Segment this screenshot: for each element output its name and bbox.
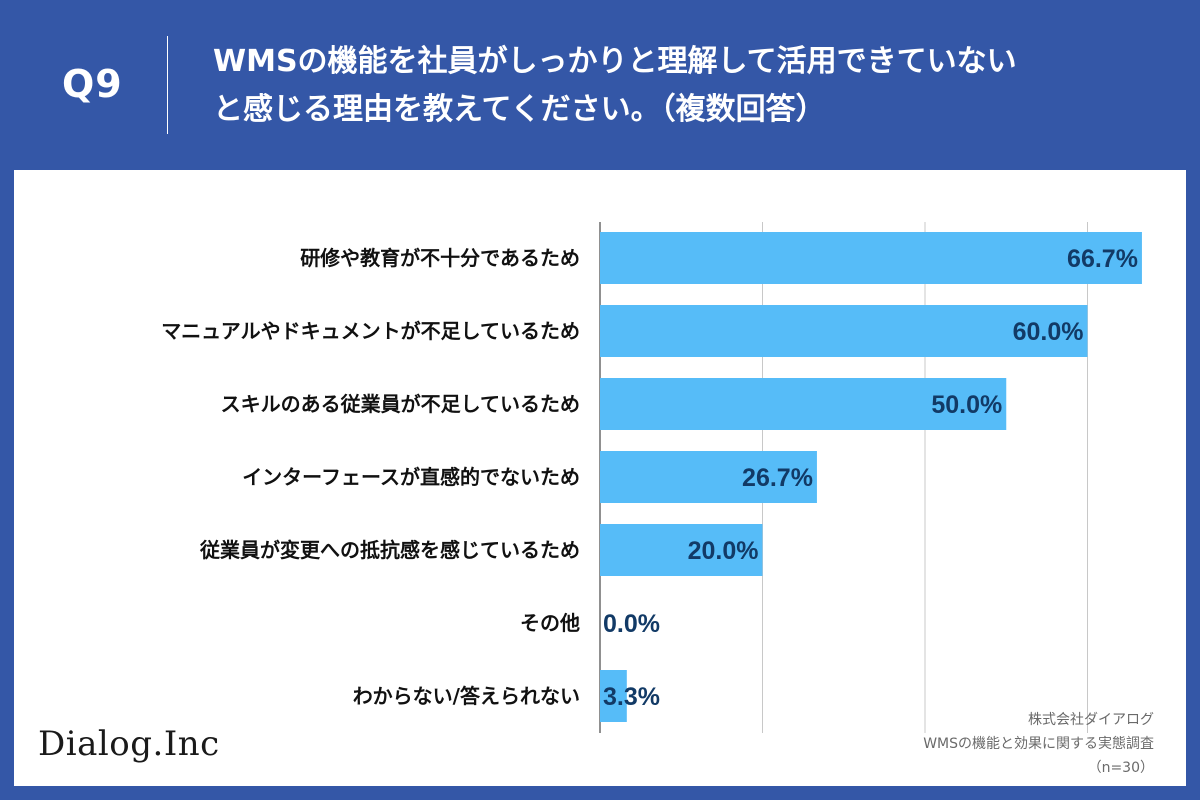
- category-label-3: スキルのある従業員が不足しているため: [221, 392, 580, 416]
- bar-4: [600, 451, 817, 503]
- question-text: WMSの機能を社員がしっかりと理解して活用できていない と感じる理由を教えてくだ…: [213, 38, 1173, 134]
- category-label-5: 従業員が変更への抵抗感を感じているため: [199, 538, 580, 562]
- value-label-4: 26.7%: [742, 464, 813, 492]
- value-label-2: 60.0%: [1013, 318, 1084, 346]
- category-label-7: わからない/答えられない: [353, 684, 580, 708]
- value-label-6: 0.0%: [603, 610, 660, 638]
- category-label-1: 研修や教育が不十分であるため: [300, 246, 580, 270]
- source-note: 株式会社ダイアログ WMSの機能と効果に関する実態調査 （n=30）: [923, 708, 1154, 780]
- bars: [600, 232, 1142, 722]
- bar-1: [600, 232, 1142, 284]
- bar-3: [600, 378, 1007, 430]
- bar-2: [600, 305, 1088, 357]
- category-label-2: マニュアルやドキュメントが不足しているため: [161, 319, 580, 343]
- question-line-1: WMSの機能を社員がしっかりと理解して活用できていない: [213, 44, 1017, 79]
- bar-7: [600, 670, 627, 722]
- category-label-6: その他: [520, 611, 580, 635]
- header-divider: [167, 36, 168, 134]
- value-label-7: 3.3%: [603, 683, 660, 711]
- header: Q9 WMSの機能を社員がしっかりと理解して活用できていない と感じる理由を教え…: [0, 0, 1200, 170]
- category-labels: 研修や教育が不十分であるためマニュアルやドキュメントが不足しているためスキルのあ…: [161, 246, 580, 708]
- value-labels: 66.7% 60.0% 50.0% 26.7% 20.0% 0.0% 3.3%: [603, 245, 1138, 711]
- sample-size: （n=30）: [1087, 760, 1154, 776]
- source-company: 株式会社ダイアログ: [1028, 712, 1154, 728]
- value-label-5: 20.0%: [688, 537, 759, 565]
- bar-5: [600, 524, 763, 576]
- question-number: Q9: [62, 62, 123, 106]
- value-label-1: 66.7%: [1067, 245, 1138, 273]
- category-label-4: インターフェースが直感的でないため: [242, 465, 580, 489]
- source-survey: WMSの機能と効果に関する実態調査: [923, 736, 1154, 752]
- question-line-2: と感じる理由を教えてください。（複数回答）: [213, 92, 826, 127]
- company-logo: Dialog.Inc: [38, 724, 220, 764]
- value-label-3: 50.0%: [931, 391, 1002, 419]
